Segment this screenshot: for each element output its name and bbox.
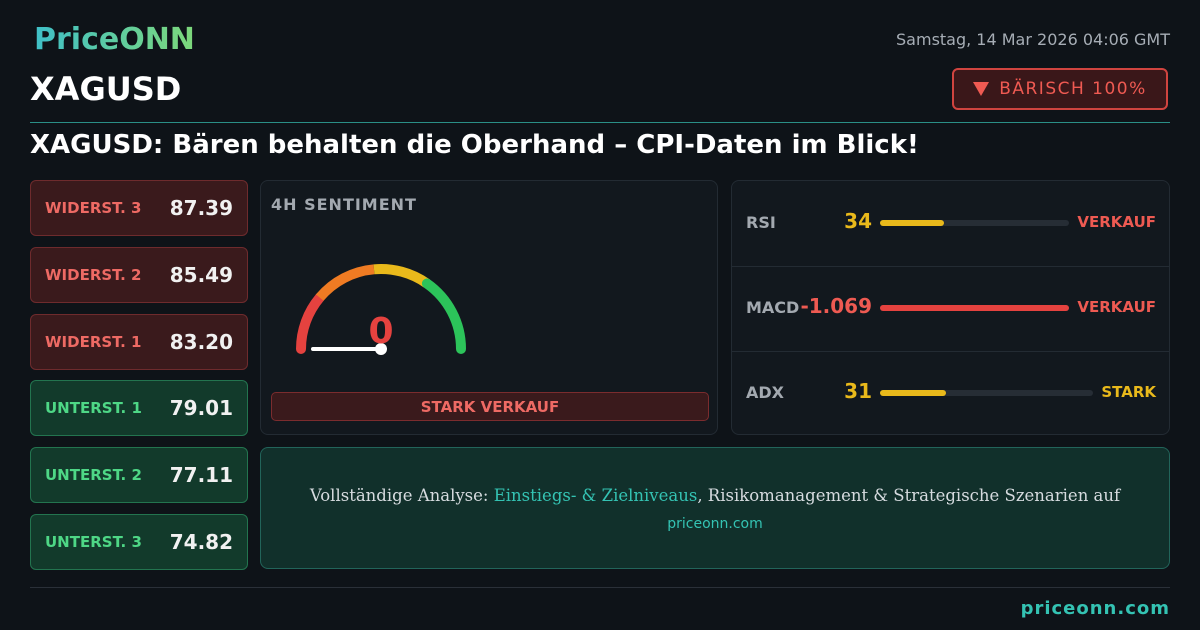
cta-after: , Risikomanagement & Strategische Szenar…	[697, 486, 1121, 505]
sentiment-panel: 4H SENTIMENT 0 STARK VERKAUF	[260, 180, 718, 435]
indicator-value: 34	[844, 209, 872, 233]
logo: PriceONN	[34, 22, 195, 57]
indicator-track	[880, 390, 1093, 396]
gauge-arc	[315, 264, 375, 301]
indicator-fill	[880, 220, 944, 226]
indicator-fill	[880, 390, 946, 396]
headline: XAGUSD: Bären behalten die Oberhand – CP…	[30, 130, 919, 160]
cta-highlight: Einstiegs- & Zielniveaus	[493, 486, 698, 505]
trend-badge: BÄRISCH 100%	[952, 68, 1168, 110]
indicator-name: MACD	[746, 298, 800, 317]
indicator-value: -1.069	[800, 294, 872, 318]
level-value: 83.20	[169, 330, 233, 354]
cta-panel: Vollständige Analyse: Einstiegs- & Zieln…	[260, 447, 1170, 569]
level-label: UNTERST. 2	[45, 466, 142, 484]
level-label: WIDERST. 3	[45, 199, 142, 217]
footer-link[interactable]: priceonn.com	[1020, 598, 1170, 619]
indicator-track	[880, 305, 1069, 311]
indicator-name: RSI	[746, 213, 776, 232]
gauge-arc	[373, 264, 430, 288]
date: Samstag, 14 Mar 2026 04:06 GMT	[896, 30, 1170, 49]
indicator-fill	[880, 305, 1069, 311]
level-value: 74.82	[169, 530, 233, 554]
sentiment-title: 4H SENTIMENT	[271, 195, 417, 214]
indicator-name: ADX	[746, 383, 784, 402]
level-value: 79.01	[169, 396, 233, 420]
badge-text: BÄRISCH 100%	[999, 79, 1147, 99]
level-label: WIDERST. 2	[45, 266, 142, 284]
indicator-value: 31	[844, 379, 872, 403]
down-icon	[973, 82, 990, 96]
level: UNTERST. 3 74.82	[30, 514, 248, 570]
level: UNTERST. 2 77.11	[30, 447, 248, 503]
cta-link[interactable]: priceonn.com	[667, 516, 763, 532]
indicator-signal: STARK	[1101, 383, 1156, 401]
gauge-value: 0	[368, 311, 393, 352]
level-label: UNTERST. 1	[45, 399, 142, 417]
gauge-arc	[421, 278, 466, 354]
level: WIDERST. 1 83.20	[30, 314, 248, 370]
symbol: XAGUSD	[30, 70, 182, 108]
indicator-panel: RSI 34 VERKAUF MACD -1.069 VERKAUF ADX 3…	[731, 180, 1170, 435]
level: UNTERST. 1 79.01	[30, 380, 248, 436]
level: WIDERST. 2 85.49	[30, 247, 248, 303]
gauge-hub	[375, 343, 387, 355]
indicator-row: ADX 31 STARK	[732, 351, 1170, 436]
indicator-track	[880, 220, 1069, 226]
indicator-row: RSI 34 VERKAUF	[732, 181, 1170, 267]
gauge-arc	[296, 292, 325, 354]
indicator-signal: VERKAUF	[1077, 298, 1156, 316]
cta-text: Vollständige Analyse: Einstiegs- & Zieln…	[261, 486, 1169, 505]
level-value: 87.39	[169, 196, 233, 220]
indicator-signal: VERKAUF	[1077, 213, 1156, 231]
footer-divider	[30, 587, 1170, 588]
divider	[30, 122, 1170, 123]
level-value: 77.11	[169, 463, 233, 487]
indicator-row: MACD -1.069 VERKAUF	[732, 266, 1170, 352]
level-label: UNTERST. 3	[45, 533, 142, 551]
gauge: 0	[296, 264, 466, 355]
level-value: 85.49	[169, 263, 233, 287]
sentiment-label: STARK VERKAUF	[271, 392, 709, 421]
cta-before: Vollständige Analyse:	[309, 486, 489, 505]
level: WIDERST. 3 87.39	[30, 180, 248, 236]
level-label: WIDERST. 1	[45, 333, 142, 351]
